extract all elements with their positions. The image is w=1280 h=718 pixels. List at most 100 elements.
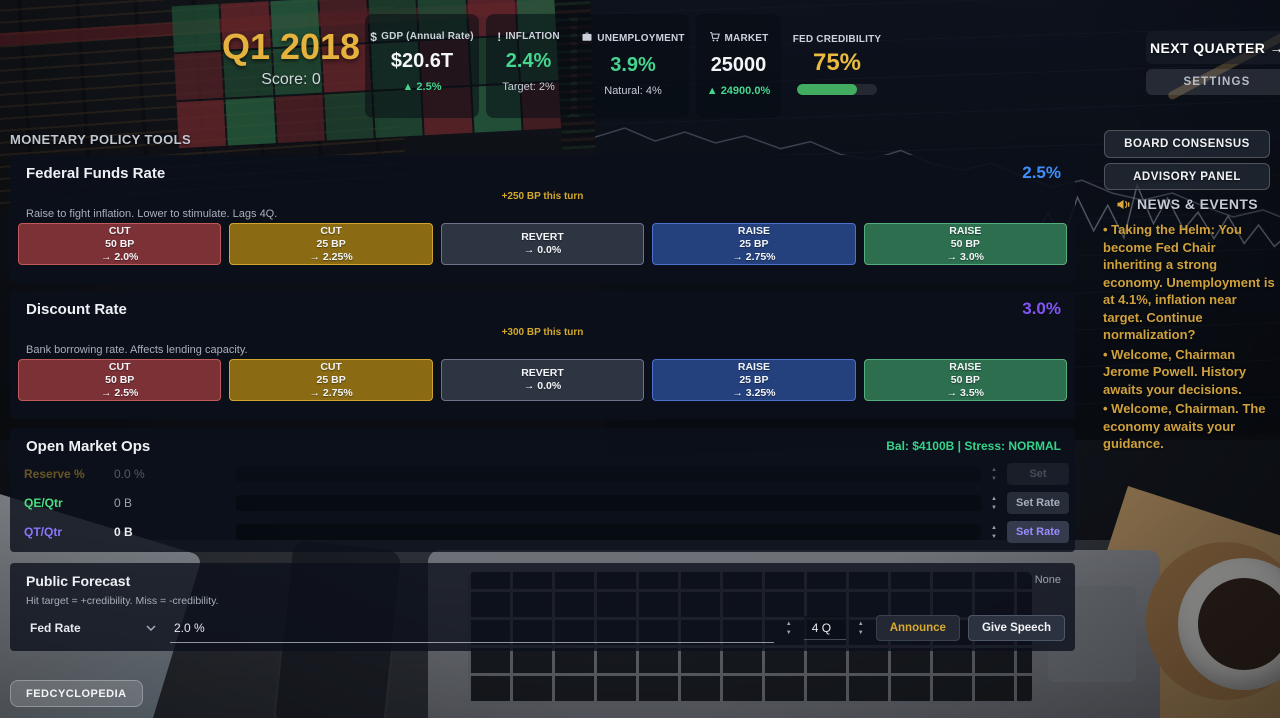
gdp-value: $20.6T — [390, 50, 454, 72]
qt-set-rate-button[interactable]: Set Rate — [1007, 521, 1069, 543]
ffr-button-row: CUT 50 BP → 2.0% CUT 25 BP → 2.25% REVER… — [18, 223, 1068, 265]
give-speech-button[interactable]: Give Speech — [967, 615, 1065, 641]
stepper-down-icon[interactable]: ▼ — [991, 504, 997, 511]
discount-current-rate: 3.0% — [1022, 299, 1061, 318]
stepper-down-icon[interactable]: ▼ — [991, 533, 997, 540]
open-market-ops-panel: Open Market Ops Bal: $4100B | Stress: NO… — [10, 428, 1075, 552]
news-events-header: NEWS & EVENTS — [1104, 196, 1270, 212]
forecast-value-input[interactable]: 2.0 % — [170, 613, 774, 643]
reserve-value: 0.0 % — [114, 467, 145, 481]
market-label: MARKET — [724, 33, 769, 44]
market-change: ▲ 24900.0% — [706, 85, 771, 97]
qt-stepper[interactable]: ▲ ▼ — [987, 525, 1001, 540]
ffr-raise-50-button[interactable]: RAISE 50 BP → 3.0% — [863, 223, 1068, 265]
stat-card-gdp: $ GDP (Annual Rate) $20.6T ▲ 2.5% — [365, 14, 479, 118]
ffr-revert-button[interactable]: REVERT → 0.0% — [440, 223, 645, 265]
ffr-cut-25-button[interactable]: CUT 25 BP → 2.25% — [229, 223, 433, 265]
market-icon — [709, 31, 721, 46]
ffr-pending-change: +250 BP this turn — [501, 191, 584, 202]
qt-row: QT/Qtr 0 B ▲ ▼ Set Rate — [24, 520, 1069, 544]
inflation-label-row: ! INFLATION — [497, 29, 560, 44]
unemployment-label: UNEMPLOYMENT — [597, 33, 685, 44]
forecast-status: None — [1034, 574, 1061, 586]
public-forecast-panel: Public Forecast None Hit target = +credi… — [10, 563, 1075, 651]
reserve-set-button[interactable]: Set — [1007, 463, 1069, 485]
fedcyclopedia-button[interactable]: FEDCYCLOPEDIA — [10, 680, 143, 707]
market-value: 25000 — [710, 54, 767, 76]
reserve-stepper[interactable]: ▲ ▼ — [987, 467, 1001, 482]
stepper-up-icon[interactable]: ▲ — [991, 466, 997, 473]
discount-description: Bank borrowing rate. Affects lending cap… — [26, 344, 248, 356]
forecast-value: 2.0 % — [174, 620, 205, 635]
next-quarter-button[interactable]: NEXT QUARTER → — [1146, 31, 1280, 64]
quarter-title: Q1 2018 — [221, 26, 361, 67]
qe-label: QE/Qtr — [24, 496, 63, 510]
forecast-value-stepper[interactable]: ▲ ▼ — [782, 621, 796, 636]
forecast-horizon-input[interactable]: 4 Q — [803, 616, 846, 640]
qe-value: 0 B — [114, 496, 133, 510]
qe-set-rate-button[interactable]: Set Rate — [1007, 492, 1069, 514]
forecast-title: Public Forecast — [26, 573, 131, 589]
gdp-change: ▲ 2.5% — [402, 81, 442, 93]
forecast-metric-select[interactable]: Fed Rate — [24, 621, 162, 635]
credibility-label: FED CREDIBILITY — [792, 34, 882, 45]
forecast-metric-value: Fed Rate — [30, 621, 81, 635]
news-list: • Taking the Helm: You become Fed Chair … — [1103, 221, 1278, 455]
inflation-target: Target: 2% — [502, 81, 555, 93]
stepper-down-icon[interactable]: ▼ — [857, 629, 864, 636]
news-events-label: NEWS & EVENTS — [1136, 196, 1259, 212]
stepper-down-icon[interactable]: ▼ — [785, 629, 792, 636]
advisory-panel-button[interactable]: ADVISORY PANEL — [1104, 163, 1270, 190]
stepper-down-icon[interactable]: ▼ — [991, 475, 997, 482]
discount-revert-button[interactable]: REVERT → 0.0% — [440, 359, 645, 401]
qt-slider[interactable] — [236, 524, 981, 540]
stepper-up-icon[interactable]: ▲ — [785, 620, 792, 627]
reserve-label: Reserve % — [24, 467, 85, 481]
discount-pending-change: +300 BP this turn — [501, 327, 584, 338]
discount-button-row: CUT 50 BP → 2.5% CUT 25 BP → 2.75% REVER… — [18, 359, 1068, 401]
discount-title: Discount Rate — [26, 301, 127, 318]
reserve-requirement-row: Reserve % 0.0 % ▲ ▼ Set — [24, 462, 1069, 486]
news-item: • Welcome, Chairman Jerome Powell. Histo… — [1103, 346, 1247, 397]
board-consensus-button[interactable]: BOARD CONSENSUS — [1104, 130, 1270, 158]
gdp-label-row: $ GDP (Annual Rate) — [370, 29, 474, 44]
discount-cut-25-button[interactable]: CUT 25 BP → 2.75% — [229, 359, 433, 401]
discount-raise-25-button[interactable]: RAISE 25 BP → 3.25% — [652, 359, 856, 401]
unemployment-icon — [581, 31, 593, 46]
qe-slider[interactable] — [236, 495, 981, 511]
dollar-icon: $ — [370, 29, 378, 44]
reserve-slider[interactable] — [236, 466, 981, 482]
ffr-raise-25-button[interactable]: RAISE 25 BP → 2.75% — [652, 223, 856, 265]
credibility-bar-fill — [797, 84, 857, 95]
discount-raise-50-button[interactable]: RAISE 50 BP → 3.5% — [863, 359, 1068, 401]
unemployment-natural: Natural: 4% — [604, 85, 662, 97]
ffr-cut-50-button[interactable]: CUT 50 BP → 2.0% — [18, 223, 222, 265]
omo-title: Open Market Ops — [26, 438, 151, 455]
inflation-label: INFLATION — [505, 31, 560, 42]
stepper-up-icon[interactable]: ▲ — [991, 524, 997, 531]
qt-label: QT/Qtr — [24, 525, 62, 539]
settings-button[interactable]: SETTINGS — [1146, 69, 1280, 95]
announce-button[interactable]: Announce — [875, 615, 960, 641]
qe-row: QE/Qtr 0 B ▲ ▼ Set Rate — [24, 491, 1069, 515]
score-label: Score: 0 — [261, 71, 321, 88]
unemployment-label-row: UNEMPLOYMENT — [581, 31, 685, 46]
stat-card-market: MARKET 25000 ▲ 24900.0% — [696, 14, 781, 118]
megaphone-icon — [1117, 199, 1130, 209]
inflation-icon: ! — [497, 29, 502, 44]
chevron-down-icon — [146, 625, 156, 631]
discount-cut-50-button[interactable]: CUT 50 BP → 2.5% — [18, 359, 222, 401]
stat-card-inflation: ! INFLATION 2.4% Target: 2% — [486, 14, 571, 118]
ffr-description: Raise to fight inflation. Lower to stimu… — [26, 208, 278, 220]
stepper-up-icon[interactable]: ▲ — [991, 495, 997, 502]
stepper-up-icon[interactable]: ▲ — [857, 620, 864, 627]
qe-stepper[interactable]: ▲ ▼ — [987, 496, 1001, 511]
forecast-horizon-stepper[interactable]: ▲ ▼ — [854, 621, 868, 636]
forecast-controls-row: Fed Rate 2.0 % ▲ ▼ 4 Q ▲ ▼ Announce Give… — [24, 613, 1065, 643]
omo-balance-status: Bal: $4100B | Stress: NORMAL — [886, 439, 1061, 453]
news-item: • Welcome, Chairman. The economy awaits … — [1103, 401, 1266, 451]
forecast-description: Hit target = +credibility. Miss = -credi… — [26, 595, 219, 607]
credibility-bar-track — [797, 84, 877, 95]
ffr-title: Federal Funds Rate — [26, 165, 166, 182]
